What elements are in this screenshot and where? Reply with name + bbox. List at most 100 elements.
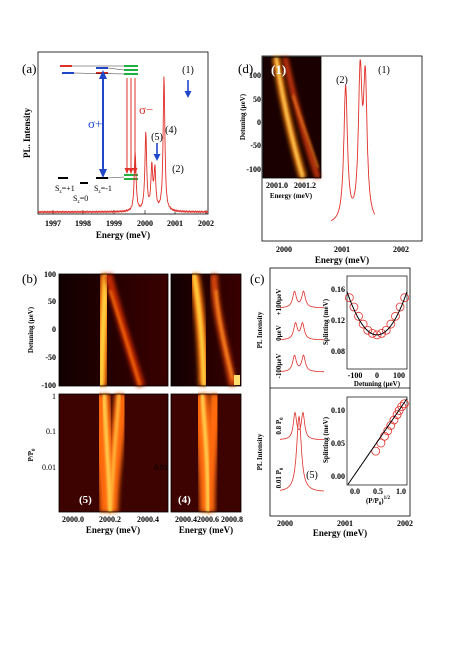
panel-d-map-xlabel: Energy (meV) bbox=[270, 192, 313, 200]
svg-text:2000: 2000 bbox=[277, 519, 293, 528]
panel-c-xlabel: Energy (meV) bbox=[313, 528, 367, 538]
panel-a-xtick: 1997 bbox=[45, 219, 61, 228]
svg-text:-100: -100 bbox=[41, 381, 56, 390]
panel-c-xticks: 2000 2001 2002 bbox=[277, 519, 413, 528]
panel-d-spectrum bbox=[330, 59, 376, 222]
panel-b-label: (b) bbox=[22, 271, 37, 286]
panel-c: (c) PL Intensity +100μeV 0μeV -100μeV Sp… bbox=[250, 267, 413, 538]
panel-a-spectrum bbox=[37, 76, 209, 214]
panel-b-right-xticks: 2000.4 2000.6 2000.8 bbox=[175, 515, 243, 524]
svg-text:100: 100 bbox=[249, 71, 261, 80]
peak-label-5: (5) bbox=[151, 132, 163, 143]
svg-text:Sz=0: Sz=0 bbox=[73, 194, 88, 205]
svg-text:2000.8: 2000.8 bbox=[221, 515, 243, 524]
level-scheme: σ+ σ− Sz=+1 Sz=0 Sz=-1 bbox=[55, 65, 153, 205]
panel-d-map-ylabel: Detuning (μeV) bbox=[239, 93, 247, 140]
panel-c-label: (c) bbox=[250, 271, 264, 286]
svg-text:Splitting (meV): Splitting (meV) bbox=[322, 416, 330, 463]
svg-text:0.0: 0.0 bbox=[350, 487, 360, 496]
trace-label: 0.01 P0 bbox=[275, 467, 285, 488]
data-point bbox=[344, 293, 354, 303]
panel-b-left-xlabel: Energy (meV) bbox=[86, 525, 140, 535]
panel-d-frame bbox=[261, 55, 423, 242]
map-b-top-right bbox=[170, 273, 242, 387]
panel-d-xticks: 2000 2001 2002 bbox=[276, 245, 409, 254]
svg-text:2001.0: 2001.0 bbox=[266, 181, 288, 190]
panel-a: (a) PL. Intensity 1997 1998 1999 2000 20… bbox=[22, 51, 214, 240]
svg-text:100: 100 bbox=[44, 270, 56, 279]
panel-d-map-xticks: 2001.0 2001.2 bbox=[266, 181, 316, 190]
panel-b-left-xticks: 2000.0 2000.2 2000.4 bbox=[62, 515, 159, 524]
sigma-minus-label: σ− bbox=[139, 102, 153, 117]
panel-d-peak-label-2: (2) bbox=[336, 75, 348, 86]
data-point bbox=[386, 319, 396, 329]
data-point bbox=[397, 402, 407, 411]
svg-text:-50: -50 bbox=[45, 353, 56, 362]
panel-d-map-tag: (1) bbox=[271, 62, 286, 77]
panel-b: (b) Detuning (μeV) 100 50 0 -50 -100 bbox=[22, 270, 243, 535]
data-point bbox=[372, 330, 382, 340]
panel-a-xtick: 2002 bbox=[198, 219, 214, 228]
panel-a-ylabel: PL. Intensity bbox=[22, 108, 32, 159]
svg-text:Sz=-1: Sz=-1 bbox=[94, 184, 112, 195]
svg-text:2000.6: 2000.6 bbox=[197, 515, 219, 524]
svg-text:2002: 2002 bbox=[397, 519, 413, 528]
panel-a-xtick: 1998 bbox=[75, 219, 91, 228]
svg-text:0.12: 0.12 bbox=[331, 316, 345, 325]
svg-text:0: 0 bbox=[52, 325, 56, 334]
panel-c-top-ylabel: PL Intensity bbox=[256, 311, 264, 348]
trace-c-top bbox=[280, 354, 324, 373]
data-point bbox=[349, 302, 359, 312]
svg-text:1.0: 1.0 bbox=[396, 487, 406, 496]
svg-text:0: 0 bbox=[257, 118, 261, 127]
trace-label: 0μeV bbox=[275, 325, 283, 341]
svg-text:2000.2: 2000.2 bbox=[99, 515, 121, 524]
data-point bbox=[358, 319, 368, 329]
map-b-top-left bbox=[58, 273, 169, 388]
svg-text:2000.4: 2000.4 bbox=[137, 515, 159, 524]
panel-d-map: (1) bbox=[262, 56, 322, 179]
inset-c-bottom-points bbox=[371, 399, 409, 456]
data-point bbox=[399, 399, 409, 409]
peak-label-2: (2) bbox=[172, 164, 184, 175]
inset-c-top-points bbox=[344, 293, 410, 340]
svg-text:0.00: 0.00 bbox=[331, 472, 345, 481]
svg-text:0.10: 0.10 bbox=[331, 406, 345, 415]
inset-c-bottom: Splitting (meV) 0.10 0.05 0.00 0.0 0.5 1… bbox=[322, 396, 409, 507]
panel-a-xtick: 2000 bbox=[137, 219, 153, 228]
trace-c-top bbox=[280, 290, 324, 309]
panel-c-bottom-ylabel: PL Intensity bbox=[256, 433, 264, 470]
data-point bbox=[367, 328, 377, 338]
svg-text:2000.0: 2000.0 bbox=[62, 515, 84, 524]
trace-c-top bbox=[280, 322, 324, 341]
panel-d-xlabel: Energy (meV) bbox=[315, 255, 369, 265]
inset-c-top-fit bbox=[346, 291, 408, 336]
svg-text:50: 50 bbox=[253, 95, 261, 104]
panel-b-top-yticks: 100 50 0 -50 -100 bbox=[41, 270, 56, 390]
data-point bbox=[354, 311, 363, 321]
panel-a-xtick: 1999 bbox=[106, 219, 122, 228]
svg-text:0.08: 0.08 bbox=[331, 347, 345, 356]
trace-c-bottom bbox=[279, 411, 324, 440]
sigma-plus-label: σ+ bbox=[88, 116, 102, 131]
svg-text:2001: 2001 bbox=[334, 245, 350, 254]
svg-text:2000: 2000 bbox=[276, 245, 292, 254]
state-labels: Sz=+1 Sz=0 Sz=-1 bbox=[55, 184, 112, 205]
data-point bbox=[389, 415, 399, 425]
trace-c-bottom bbox=[279, 415, 325, 492]
map-b-bottom-left: (5) bbox=[58, 393, 169, 513]
panel-c-frame bbox=[269, 267, 411, 517]
peak-label-4: (4) bbox=[165, 125, 177, 136]
trace-label: +100μeV bbox=[275, 289, 283, 316]
data-point bbox=[391, 311, 400, 321]
panel-d-peak-label-1: (1) bbox=[378, 65, 390, 76]
svg-text:0.01: 0.01 bbox=[154, 463, 168, 472]
svg-text:0: 0 bbox=[375, 371, 379, 380]
svg-text:Splitting (meV): Splitting (meV) bbox=[322, 298, 330, 345]
svg-text:0.05: 0.05 bbox=[331, 439, 345, 448]
trace-label: -100μeV bbox=[275, 354, 283, 379]
svg-text:50: 50 bbox=[48, 297, 56, 306]
svg-text:-50: -50 bbox=[250, 141, 261, 150]
svg-text:2001: 2001 bbox=[337, 519, 353, 528]
